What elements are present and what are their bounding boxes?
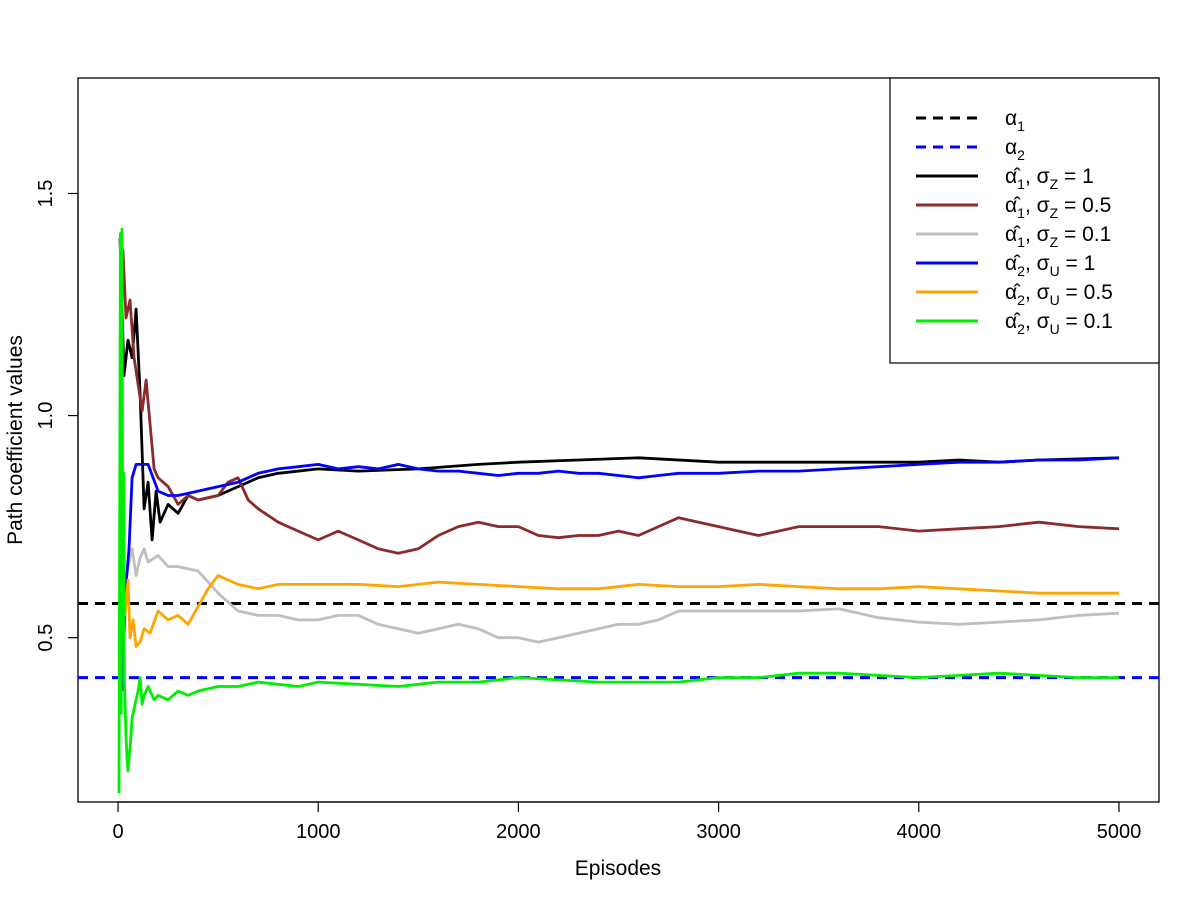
legend-entry-label: α̂1, σZ = 0.5 xyxy=(1005,194,1111,221)
series-line-6 xyxy=(117,227,1119,794)
x-tick-label: 4000 xyxy=(897,821,942,843)
series-lines xyxy=(117,227,1120,794)
series-line-3 xyxy=(119,547,1120,674)
y-tick-label: 1.0 xyxy=(35,402,57,430)
y-axis-title: Path coefficient values xyxy=(4,335,27,545)
x-tick-label: 1000 xyxy=(296,821,341,843)
y-tick-label: 1.5 xyxy=(35,180,57,208)
y-axis: 0.5 1.0 1.5 xyxy=(35,180,79,652)
x-tick-label: 0 xyxy=(112,821,123,843)
legend-entry-label: α̂2, σU = 0.1 xyxy=(1005,310,1113,337)
legend-swatches xyxy=(916,116,978,323)
x-tick-label: 2000 xyxy=(496,821,541,843)
series-line-1 xyxy=(118,237,1120,542)
y-tick-label: 0.5 xyxy=(35,624,57,652)
series-line-2 xyxy=(118,241,1120,555)
reference-lines xyxy=(78,601,1159,680)
x-axis: 0 1000 2000 3000 4000 5000 xyxy=(112,801,1142,843)
legend-box xyxy=(889,77,1160,364)
x-axis-title: Episodes xyxy=(575,857,661,880)
legend-entry-label: α̂2, σU = 0.5 xyxy=(1005,281,1113,308)
series-line-4 xyxy=(120,456,1120,692)
legend: α1 α2 α̂1, σZ = 1 α̂1, σZ = 0.5 α̂1, σZ … xyxy=(889,77,1160,364)
x-tick-label: 3000 xyxy=(696,821,741,843)
series-line-5 xyxy=(120,574,1119,648)
x-tick-label: 5000 xyxy=(1097,821,1142,843)
